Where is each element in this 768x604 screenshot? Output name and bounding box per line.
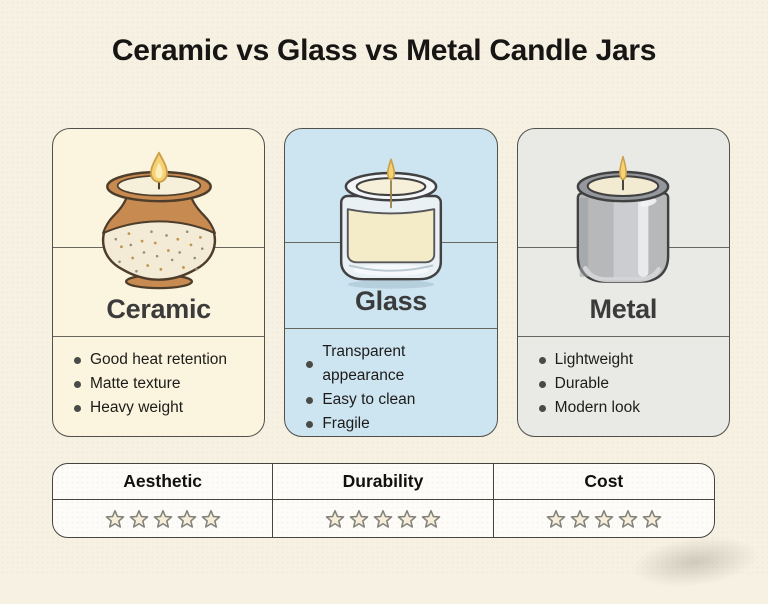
material-card-glass: Glass Transparent appearance Easy to cle…: [284, 128, 498, 437]
card-features-section: Transparent appearance Easy to clean Fra…: [285, 329, 496, 436]
star-rating-durability: [273, 500, 494, 537]
feature-text: Durable: [554, 375, 609, 392]
star-icon: [201, 509, 220, 528]
glass-candle-jar-illustration: [285, 149, 496, 290]
card-title: Ceramic: [106, 294, 211, 324]
feature-text: Transparent appearance: [322, 343, 406, 384]
card-name-section: Metal: [517, 248, 729, 337]
metal-jar-icon: [576, 155, 670, 283]
star-icon: [594, 509, 614, 528]
star-icon: [546, 509, 566, 528]
star-rating-aesthetic: [53, 500, 274, 537]
feature-text: Modern look: [554, 399, 640, 416]
feature-item: Modern look: [538, 396, 719, 420]
card-title: Metal: [589, 294, 658, 324]
feature-item: Good heat retention: [74, 348, 254, 372]
star-icon: [642, 509, 662, 528]
star-icon: [397, 509, 417, 528]
feature-item: Heavy weight: [74, 396, 254, 420]
star-icon: [177, 509, 196, 528]
feature-item: Matte texture: [74, 372, 254, 396]
star-rating-cost: [494, 500, 714, 537]
bullet-icon: [306, 396, 314, 404]
star-icon: [325, 509, 345, 528]
star-icon: [421, 509, 441, 528]
glass-jar-icon: [339, 158, 443, 289]
bullet-icon: [74, 380, 81, 388]
feature-text: Lightweight: [554, 351, 634, 368]
card-features-section: Lightweight Durable Modern look: [518, 337, 729, 436]
page-title: Ceramic vs Glass vs Metal Candle Jars: [111, 34, 657, 67]
feature-item: Lightweight: [538, 348, 719, 372]
material-cards-row: Ceramic Good heat retention Matte textur…: [52, 128, 730, 437]
metal-candle-jar-illustration: [518, 149, 729, 290]
rating-table: Aesthetic Durability Cost: [52, 463, 715, 538]
bullet-icon: [74, 356, 81, 364]
star-icon: [129, 509, 148, 528]
star-icon: [349, 509, 369, 528]
bullet-icon: [538, 380, 546, 388]
card-title: Glass: [354, 286, 428, 316]
star-icon: [570, 509, 590, 528]
feature-text: Matte texture: [90, 375, 181, 392]
feature-text: Good heat retention: [90, 351, 228, 368]
feature-text: Easy to clean: [322, 391, 416, 408]
feature-text: Heavy weight: [90, 399, 184, 416]
star-icon: [373, 509, 393, 528]
bullet-icon: [538, 356, 546, 364]
bullet-icon: [306, 420, 314, 428]
star-icon: [105, 509, 124, 528]
bullet-icon: [306, 360, 314, 368]
star-icon: [618, 509, 638, 528]
feature-item: Fragile: [306, 412, 486, 436]
material-card-ceramic: Ceramic Good heat retention Matte textur…: [52, 128, 266, 437]
feature-text: Fragile: [322, 415, 370, 432]
rating-column-header-durability: Durability: [273, 464, 494, 500]
material-card-metal: Metal Lightweight Durable Modern look: [516, 128, 730, 437]
ceramic-candle-jar-illustration: [53, 149, 264, 290]
card-name-section: Ceramic: [53, 248, 265, 337]
feature-item: Durable: [538, 372, 719, 396]
feature-item: Easy to clean: [306, 388, 486, 412]
feature-item: Transparent appearance: [306, 340, 486, 388]
ceramic-jar-icon: [101, 151, 216, 290]
bullet-icon: [74, 404, 81, 412]
star-icon: [153, 509, 172, 528]
card-name-section: Glass: [285, 243, 497, 329]
rating-column-header-aesthetic: Aesthetic: [53, 464, 274, 500]
bullet-icon: [538, 404, 546, 412]
rating-column-header-cost: Cost: [493, 464, 714, 500]
card-features-section: Good heat retention Matte texture Heavy …: [53, 337, 264, 436]
